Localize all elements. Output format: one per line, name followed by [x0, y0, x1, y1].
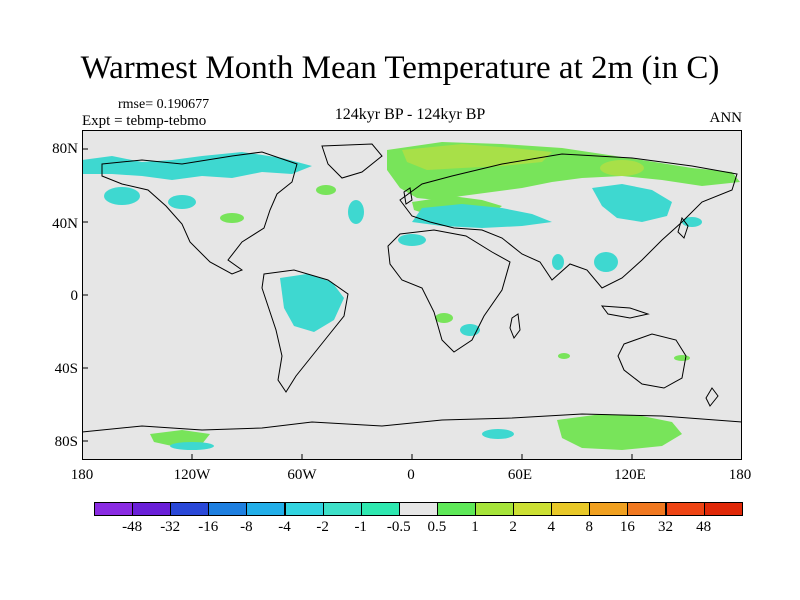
colorbar-label: 8 — [585, 519, 594, 535]
coast-north-america — [101, 151, 298, 275]
experiment-label: Expt = tebmp-tebmo — [82, 113, 207, 129]
colorbar-swatch — [436, 502, 476, 516]
patch-antarctica-west — [150, 430, 210, 446]
season-label: ANN — [709, 110, 743, 126]
patch-arctic-canada — [82, 152, 312, 180]
colorbar-swatch — [94, 502, 134, 516]
period-label: 124kyr BP - 124kyr BP — [334, 106, 486, 123]
colorbar-label: 1 — [471, 519, 479, 535]
patch-atlantic-north — [316, 185, 336, 195]
axis-ticks — [82, 148, 633, 460]
patch-atlantic-mid — [348, 200, 364, 224]
colorbar-label: 2 — [509, 519, 517, 535]
patch-east-siberia — [600, 160, 644, 176]
colorbar-swatch — [513, 502, 553, 516]
colorbar-swatch — [398, 502, 438, 516]
cool-anomaly-patches — [82, 152, 702, 450]
colorbar-swatch — [246, 502, 286, 516]
coast-antarctica — [82, 413, 742, 433]
colorbar-swatch — [284, 502, 324, 516]
colorbar-swatch — [665, 502, 705, 516]
coast-indonesia — [600, 305, 650, 319]
lat-label-40n: 40N — [52, 216, 78, 232]
lon-label-180w: 180 — [70, 467, 94, 483]
colorbar-label: -2 — [316, 519, 329, 535]
patch-north-siberia-core — [402, 144, 552, 170]
coast-australia — [617, 333, 687, 389]
colorbar-swatch — [551, 502, 591, 516]
lat-label-80n: 80N — [52, 141, 78, 157]
coast-new-zealand — [705, 387, 719, 407]
patch-central-asia — [592, 184, 672, 222]
patch-africa-north — [398, 234, 426, 246]
lon-label-120w: 120W — [173, 467, 211, 483]
lon-label-60w: 60W — [287, 467, 317, 483]
patch-india — [552, 254, 564, 270]
patch-antarctica-east — [557, 414, 682, 450]
coast-africa — [387, 229, 511, 353]
patch-na-central — [168, 195, 196, 209]
coast-madagascar — [509, 313, 521, 340]
patch-antarctic-coast-b — [170, 442, 214, 450]
patch-na-west — [104, 187, 140, 205]
colorbar-label: -1 — [354, 519, 367, 535]
colorbar-label: -16 — [198, 519, 219, 535]
colorbar-swatch — [627, 502, 667, 516]
coast-eurasia — [399, 153, 738, 289]
patch-africa-south — [435, 313, 453, 323]
lat-label-0: 0 — [70, 288, 79, 304]
lon-label-0: 0 — [407, 467, 415, 483]
patch-antarctic-coast-a — [482, 429, 514, 439]
coast-greenland — [321, 143, 383, 179]
patch-amazon — [280, 274, 344, 332]
coastlines — [82, 143, 742, 433]
colorbar-label: -8 — [240, 519, 253, 535]
rmse-label: rmse= 0.190677 — [118, 97, 210, 112]
colorbar-swatch — [208, 502, 248, 516]
coast-south-america — [261, 269, 349, 393]
plot-title: Warmest Month Mean Temperature at 2m (in… — [80, 50, 720, 86]
colorbar-label: -32 — [160, 519, 181, 535]
colorbar-swatch — [360, 502, 400, 516]
strong-warm-patches — [402, 144, 644, 176]
colorbar-label: 48 — [696, 519, 712, 535]
colorbar-swatch — [589, 502, 629, 516]
colorbar-label: 0.5 — [427, 519, 447, 535]
coast-british-isles — [403, 187, 413, 205]
lat-label-40s: 40S — [54, 361, 78, 377]
patch-na-northeast — [220, 213, 244, 223]
coast-japan — [677, 216, 689, 239]
colorbar-label: -0.5 — [386, 519, 411, 535]
colorbar-label: 16 — [619, 519, 635, 535]
lon-label-120e: 120E — [614, 467, 646, 483]
colorbar-label: -48 — [122, 519, 143, 535]
colorbar-swatch — [703, 502, 743, 516]
lon-label-180e: 180 — [728, 467, 752, 483]
patch-southeast-asia — [594, 252, 618, 272]
colorbar-swatch — [132, 502, 172, 516]
colorbar-label: -4 — [278, 519, 291, 535]
lon-label-60e: 60E — [507, 467, 533, 483]
colorbar-swatch — [170, 502, 210, 516]
colorbar-swatch — [322, 502, 362, 516]
patch-south-pacific — [674, 355, 690, 361]
patch-indian-ocean — [558, 353, 570, 359]
colorbar-swatch — [475, 502, 515, 516]
lat-label-80s: 80S — [54, 434, 78, 450]
world-map-plot — [82, 130, 742, 460]
patch-mediterranean — [412, 204, 552, 228]
colorbar-label: 32 — [658, 519, 673, 535]
colorbar-label: 4 — [547, 519, 555, 535]
